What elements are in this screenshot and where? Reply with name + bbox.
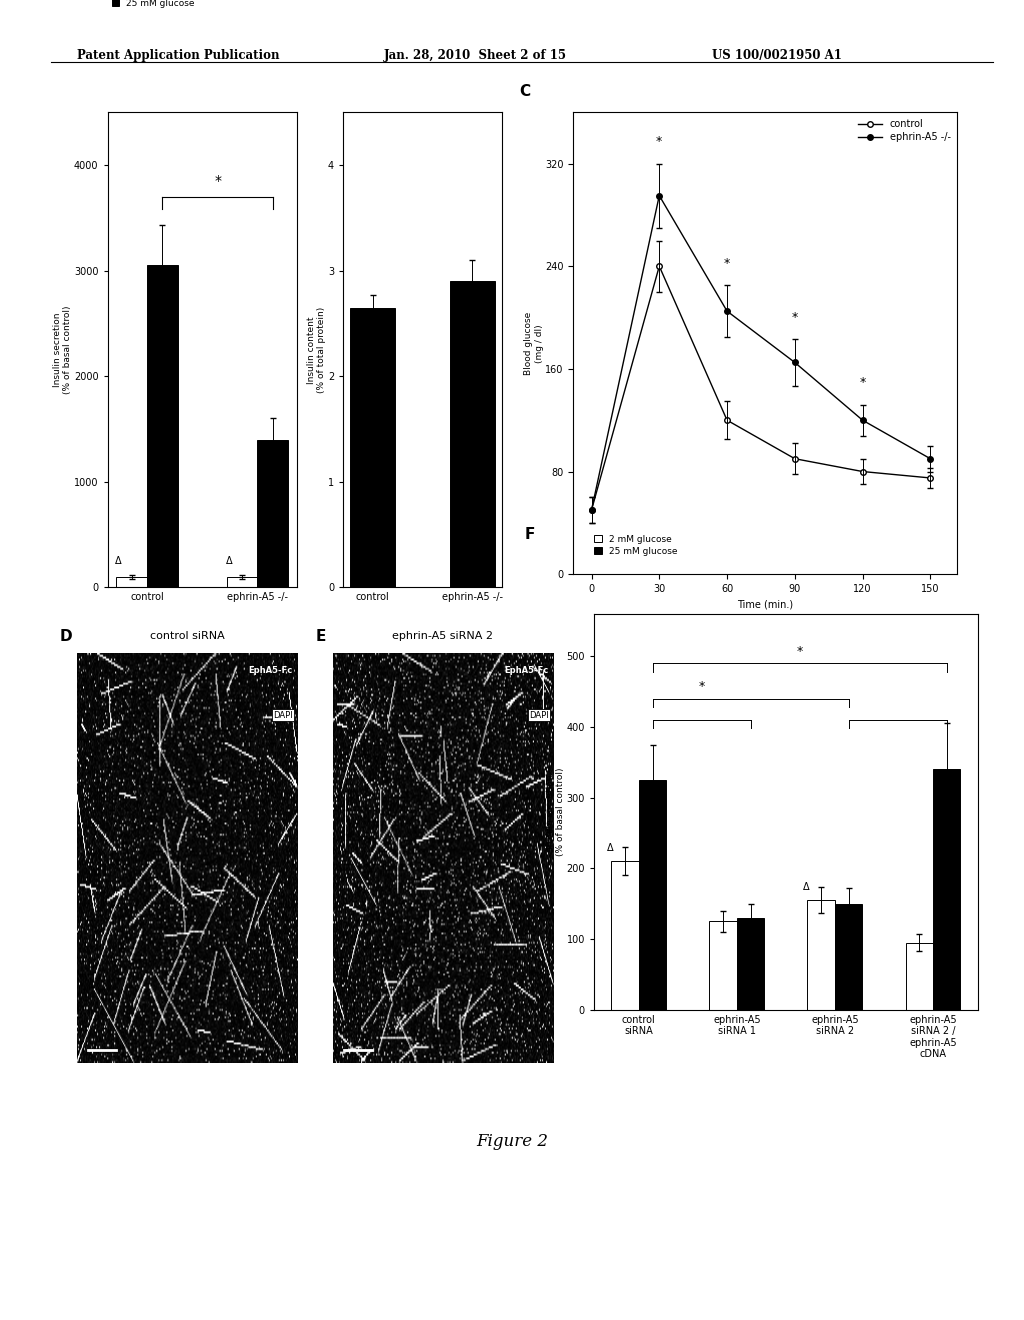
Text: F: F [524,527,536,541]
Bar [147,265,178,587]
ephrin-A5 -/- [788,355,801,371]
Text: control siRNA: control siRNA [150,631,224,642]
Text: D: D [59,628,72,644]
Legend: 2 mM glucose, 25 mM glucose: 2 mM glucose, 25 mM glucose [591,531,681,560]
Y-axis label: Insulin content
(% of total protein): Insulin content (% of total protein) [307,306,327,393]
Text: *: * [797,644,803,657]
X-axis label: Time (min.): Time (min.) [737,599,794,610]
Y-axis label: Insulin secretion
(% of basal control): Insulin secretion (% of basal control) [53,305,73,395]
Bar [639,780,667,1010]
Legend: control, ephrin-A5 -/-: control, ephrin-A5 -/- [856,117,952,144]
Text: DAPI: DAPI [272,710,293,719]
Text: Δ: Δ [607,842,613,853]
Text: *: * [656,135,663,148]
Text: EphA5-Fc: EphA5-Fc [504,665,549,675]
control [925,470,937,486]
Line: ephrin-A5 -/-: ephrin-A5 -/- [589,193,933,512]
Text: Patent Application Publication: Patent Application Publication [77,49,280,62]
control [721,412,733,428]
Text: *: * [698,680,705,693]
ephrin-A5 -/- [721,304,733,319]
Bar [116,577,147,587]
Text: E: E [315,628,326,644]
Text: Figure 2: Figure 2 [476,1134,548,1150]
Bar [933,770,961,1010]
control [856,463,868,479]
ephrin-A5 -/- [586,502,598,517]
Line: control: control [589,264,933,512]
Bar [350,308,395,587]
Bar [450,281,495,587]
Text: *: * [859,376,865,389]
Text: ephrin-A5 siRNA 2: ephrin-A5 siRNA 2 [392,631,494,642]
Bar [835,904,862,1010]
Text: *: * [214,174,221,189]
Text: C: C [520,84,530,99]
Text: DAPI: DAPI [528,710,549,719]
Bar [611,861,639,1010]
Text: *: * [724,257,730,271]
control [788,450,801,466]
Bar [710,921,737,1010]
Text: Jan. 28, 2010  Sheet 2 of 15: Jan. 28, 2010 Sheet 2 of 15 [384,49,567,62]
Bar [737,917,764,1010]
Text: Δ: Δ [803,882,810,891]
ephrin-A5 -/- [653,187,666,203]
Y-axis label: Insulin secretion
(% of basal control): Insulin secretion (% of basal control) [546,767,565,857]
Text: Δ: Δ [225,556,232,566]
Bar [808,900,835,1010]
Bar [226,577,257,587]
Y-axis label: Blood glucose
(mg / dl): Blood glucose (mg / dl) [524,312,544,375]
Text: *: * [792,312,798,323]
Legend: 2 mM glucose, 25 mM glucose: 2 mM glucose, 25 mM glucose [109,0,199,12]
Bar [905,942,933,1010]
Text: US 100/0021950 A1: US 100/0021950 A1 [712,49,842,62]
Bar [257,440,289,587]
Text: Δ: Δ [115,556,122,566]
control [586,502,598,517]
Text: EphA5-Fc: EphA5-Fc [248,665,293,675]
ephrin-A5 -/- [925,450,937,466]
control [653,259,666,275]
ephrin-A5 -/- [856,412,868,428]
